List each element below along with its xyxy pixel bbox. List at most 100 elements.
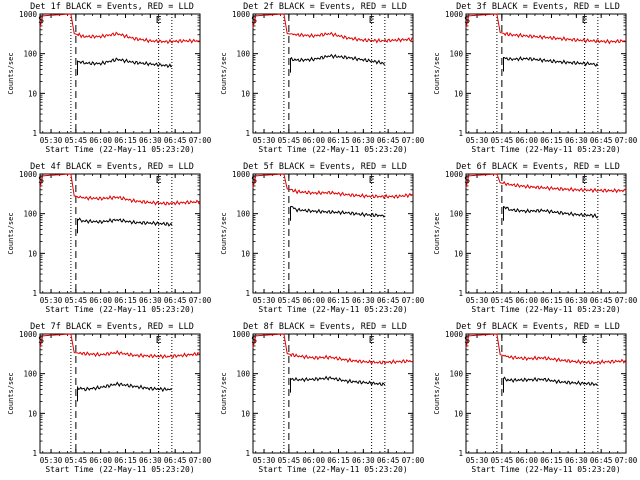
y-tick-label: 100 — [23, 210, 37, 219]
chart-title: Det 5f BLACK = Events, RED = LLD — [243, 162, 407, 172]
events-series-line — [77, 217, 173, 234]
x-tick-label: 06:15 — [114, 136, 137, 145]
x-tick-label: 05:30 — [253, 136, 276, 145]
y-tick-label: 10 — [454, 89, 464, 98]
x-tick-label: 07:00 — [189, 456, 212, 465]
chart-panel: Det 4f BLACK = Events, RED = LLD 1 10 100 10… — [7, 162, 212, 314]
x-tick-label: 06:30 — [565, 456, 588, 465]
y-axis-label: Counts/sec — [7, 52, 15, 94]
y-tick-label: 1000 — [19, 170, 38, 179]
x-tick-label: 05:30 — [466, 456, 489, 465]
x-tick-label: 06:30 — [352, 296, 375, 305]
x-tick-label: 06:45 — [377, 136, 400, 145]
x-tick-label: 06:30 — [565, 136, 588, 145]
plot-frame — [465, 333, 627, 454]
y-tick-label: 1 — [245, 449, 250, 458]
start-marker: S — [251, 15, 257, 26]
x-tick-label: 05:45 — [65, 456, 88, 465]
x-tick-label: 06:00 — [302, 296, 325, 305]
x-tick-label: 05:45 — [278, 456, 301, 465]
y-tick-label: 1 — [458, 449, 463, 458]
y-tick-label: 10 — [454, 249, 464, 258]
chart-title: Det 2f BLACK = Events, RED = LLD — [243, 2, 407, 12]
y-tick-label: 10 — [28, 409, 38, 418]
x-tick-label: 06:15 — [327, 456, 350, 465]
start-marker: S — [464, 335, 470, 346]
chart-panel: Det 3f BLACK = Events, RED = LLD 1 10 100 10… — [433, 2, 638, 154]
x-tick-label: 06:15 — [327, 136, 350, 145]
x-tick-label: 05:45 — [65, 136, 88, 145]
events-series-line — [503, 376, 598, 393]
y-tick-label: 1000 — [445, 330, 464, 339]
x-tick-label: 06:30 — [139, 136, 162, 145]
x-tick-label: 05:45 — [278, 136, 301, 145]
x-tick-label: 06:45 — [164, 456, 187, 465]
x-tick-label: 06:45 — [377, 296, 400, 305]
plot-frame — [465, 13, 627, 134]
lld-series-line — [39, 13, 201, 45]
x-tick-label: 06:30 — [352, 456, 375, 465]
y-tick-label: 100 — [449, 210, 463, 219]
y-tick-label: 1 — [458, 129, 463, 138]
x-tick-label: 06:00 — [515, 296, 538, 305]
y-tick-label: 1 — [245, 129, 250, 138]
y-axis-label: Counts/sec — [433, 212, 441, 254]
y-axis-label: Counts/sec — [7, 372, 15, 414]
x-tick-label: 06:00 — [515, 456, 538, 465]
x-tick-label: 05:45 — [491, 456, 514, 465]
chart-title: Det 7f BLACK = Events, RED = LLD — [30, 322, 194, 332]
lld-series-line — [252, 333, 414, 366]
x-tick-label: 06:45 — [590, 296, 613, 305]
lld-series-line — [465, 333, 627, 365]
x-tick-label: 07:00 — [402, 296, 425, 305]
x-tick-label: 06:45 — [164, 296, 187, 305]
x-tick-label: 07:00 — [189, 136, 212, 145]
start-marker: S — [251, 335, 257, 346]
y-tick-label: 100 — [23, 370, 37, 379]
x-tick-label: 07:00 — [615, 296, 638, 305]
x-axis-label: Start Time (22-May-11 05:23:20) — [258, 305, 407, 314]
plot-frame — [252, 333, 414, 454]
y-tick-label: 100 — [236, 370, 250, 379]
x-tick-label: 05:30 — [466, 136, 489, 145]
y-tick-label: 10 — [241, 89, 251, 98]
chart-title: Det 8f BLACK = Events, RED = LLD — [243, 322, 407, 332]
x-tick-label: 06:15 — [114, 456, 137, 465]
y-axis-label: Counts/sec — [220, 212, 228, 254]
y-tick-label: 1000 — [232, 330, 251, 339]
x-tick-label: 05:30 — [253, 456, 276, 465]
y-tick-label: 1000 — [232, 10, 251, 19]
chart-title: Det 1f BLACK = Events, RED = LLD — [30, 2, 194, 12]
chart-panel: Det 8f BLACK = Events, RED = LLD 1 10 100 10… — [220, 322, 425, 474]
chart-title: Det 4f BLACK = Events, RED = LLD — [30, 162, 194, 172]
x-axis-label: Start Time (22-May-11 05:23:20) — [45, 465, 194, 474]
x-tick-label: 06:45 — [377, 456, 400, 465]
y-tick-label: 10 — [241, 409, 251, 418]
x-axis-label: Start Time (22-May-11 05:23:20) — [471, 145, 620, 154]
y-tick-label: 10 — [28, 89, 38, 98]
lld-series-line — [252, 13, 414, 44]
lld-series-line — [252, 173, 414, 200]
x-tick-label: 06:15 — [327, 296, 350, 305]
plot-frame — [465, 173, 627, 294]
y-tick-label: 10 — [28, 249, 38, 258]
events-series-line — [77, 57, 173, 76]
x-axis-label: Start Time (22-May-11 05:23:20) — [45, 145, 194, 154]
y-tick-label: 10 — [454, 409, 464, 418]
x-tick-label: 06:15 — [540, 136, 563, 145]
chart-title: Det 6f BLACK = Events, RED = LLD — [456, 162, 620, 172]
plot-frame — [252, 13, 414, 134]
events-series-line — [503, 56, 599, 72]
x-tick-label: 05:45 — [65, 296, 88, 305]
x-axis-label: Start Time (22-May-11 05:23:20) — [258, 145, 407, 154]
x-tick-label: 06:45 — [590, 136, 613, 145]
x-tick-label: 06:00 — [89, 296, 112, 305]
x-axis-label: Start Time (22-May-11 05:23:20) — [471, 305, 620, 314]
y-tick-label: 100 — [236, 50, 250, 59]
plot-frame — [39, 333, 201, 454]
x-tick-label: 07:00 — [402, 136, 425, 145]
plot-frame — [39, 173, 201, 294]
plot-frame — [39, 13, 201, 134]
x-tick-label: 07:00 — [402, 456, 425, 465]
chart-panel: Det 7f BLACK = Events, RED = LLD 1 10 100 10… — [7, 322, 212, 474]
